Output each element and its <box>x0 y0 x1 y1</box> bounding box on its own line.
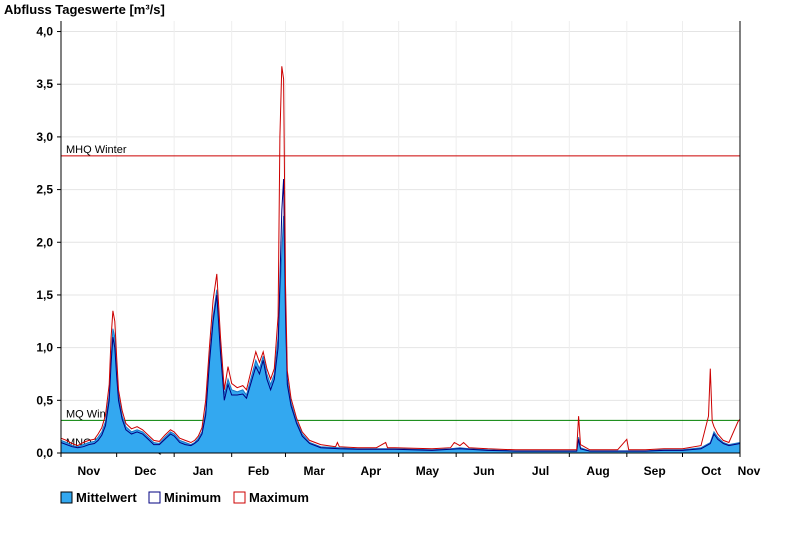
y-tick-label: 0,0 <box>36 446 53 460</box>
x-tick-label: Feb <box>248 464 269 478</box>
y-tick-label: 3,5 <box>36 77 53 91</box>
legend-label: Minimum <box>164 490 221 505</box>
x-tick-label: Jan <box>193 464 214 478</box>
y-tick-label: 0,5 <box>36 393 53 407</box>
y-tick-label: 3,0 <box>36 130 53 144</box>
series-minimum-line <box>60 178 741 452</box>
grid <box>61 21 740 453</box>
y-tick-label: 2,5 <box>36 183 53 197</box>
x-tick-label: Oct <box>701 464 721 478</box>
series-layer <box>60 66 741 454</box>
ref-mhq-winter-label: MHQ Winter <box>66 144 127 156</box>
y-tick-label: 2,0 <box>36 235 53 249</box>
x-tick-label: Jul <box>532 464 549 478</box>
x-tick-label: Aug <box>586 464 609 478</box>
axes: 0,0 0,5 1,0 1,5 2,0 2,5 3,0 3,5 4,0 Nov Dec Jan Feb M… <box>36 21 761 478</box>
x-tick-label: Apr <box>360 464 381 478</box>
series-maximum-line <box>60 66 741 451</box>
y-tick-label: 1,5 <box>36 288 53 302</box>
x-tick-label: Sep <box>644 464 666 478</box>
legend-swatch <box>148 491 161 504</box>
x-tick-label: Nov <box>738 464 761 478</box>
legend: Mittelwert Minimum Maximum <box>60 490 309 505</box>
legend-swatch <box>60 491 73 504</box>
chart-title: Abfluss Tageswerte [m³/s] <box>4 2 165 17</box>
x-tick-label: Jun <box>473 464 494 478</box>
legend-label: Maximum <box>249 490 309 505</box>
y-tick-label: 4,0 <box>36 25 53 39</box>
legend-label: Mittelwert <box>76 490 137 505</box>
x-tick-label: May <box>416 464 440 478</box>
y-tick-label: 1,0 <box>36 341 53 355</box>
x-tick-label: Mar <box>304 464 326 478</box>
x-tick-label: Dec <box>134 464 156 478</box>
x-tick-label: Nov <box>77 464 100 478</box>
legend-swatch <box>233 491 246 504</box>
